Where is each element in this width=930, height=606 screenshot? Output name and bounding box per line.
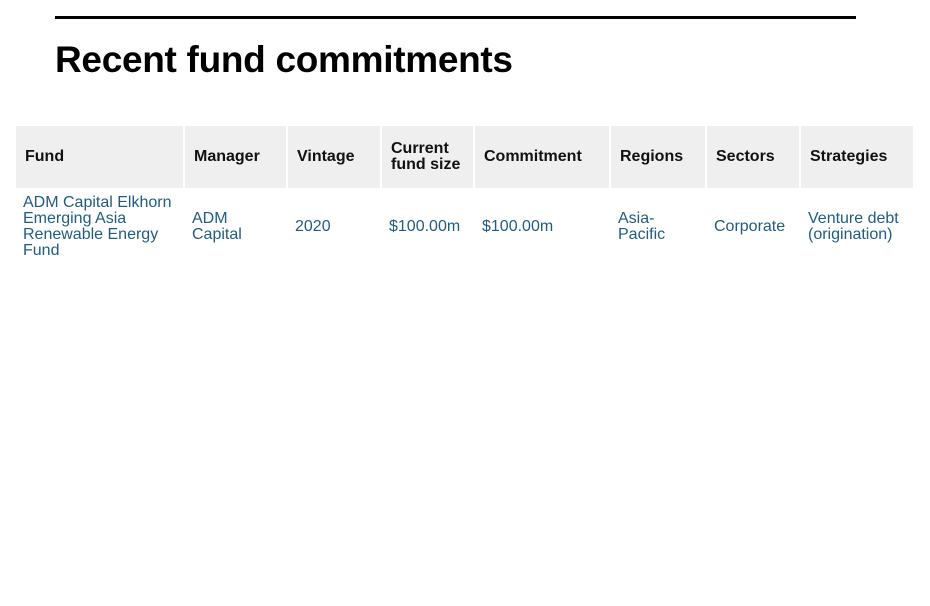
cell-vintage: 2020 [295, 218, 331, 235]
column-header-commitment: Commitment [475, 126, 611, 188]
cell-commitment: $100.00m [482, 218, 554, 235]
cell-fund: ADM Capital Elkhorn Emerging Asia Renewa… [16, 188, 185, 266]
column-header-vintage: Vintage [288, 126, 382, 188]
cell-sectors: Corporate [707, 188, 801, 266]
fund-commitments-table: Fund Manager Vintage Current fund size C… [16, 126, 913, 266]
cell-manager: ADM Capital [185, 188, 288, 266]
cell-strategies: Venture debt (origination) [801, 188, 913, 266]
column-header-regions: Regions [611, 126, 707, 188]
table-header-row: Fund Manager Vintage Current fund size C… [16, 126, 913, 188]
column-header-strategies: Strategies [801, 126, 913, 188]
column-header-sectors: Sectors [707, 126, 801, 188]
column-header-manager: Manager [185, 126, 288, 188]
column-header-current-fund-size: Current fund size [382, 126, 475, 188]
manager-link[interactable]: ADM Capital [192, 210, 242, 243]
title-rule [55, 16, 856, 19]
table-row: ADM Capital Elkhorn Emerging Asia Renewa… [16, 188, 913, 266]
cell-regions: Asia-Pacific [611, 188, 707, 266]
cell-current-fund-size: $100.00m [389, 218, 461, 235]
fund-link[interactable]: ADM Capital Elkhorn Emerging Asia Renewa… [23, 194, 172, 259]
regions-link[interactable]: Asia-Pacific [618, 210, 666, 243]
strategies-link[interactable]: Venture debt (origination) [808, 210, 899, 243]
page-title: Recent fund commitments [55, 39, 513, 80]
sectors-link[interactable]: Corporate [714, 218, 786, 235]
column-header-fund: Fund [16, 126, 185, 188]
